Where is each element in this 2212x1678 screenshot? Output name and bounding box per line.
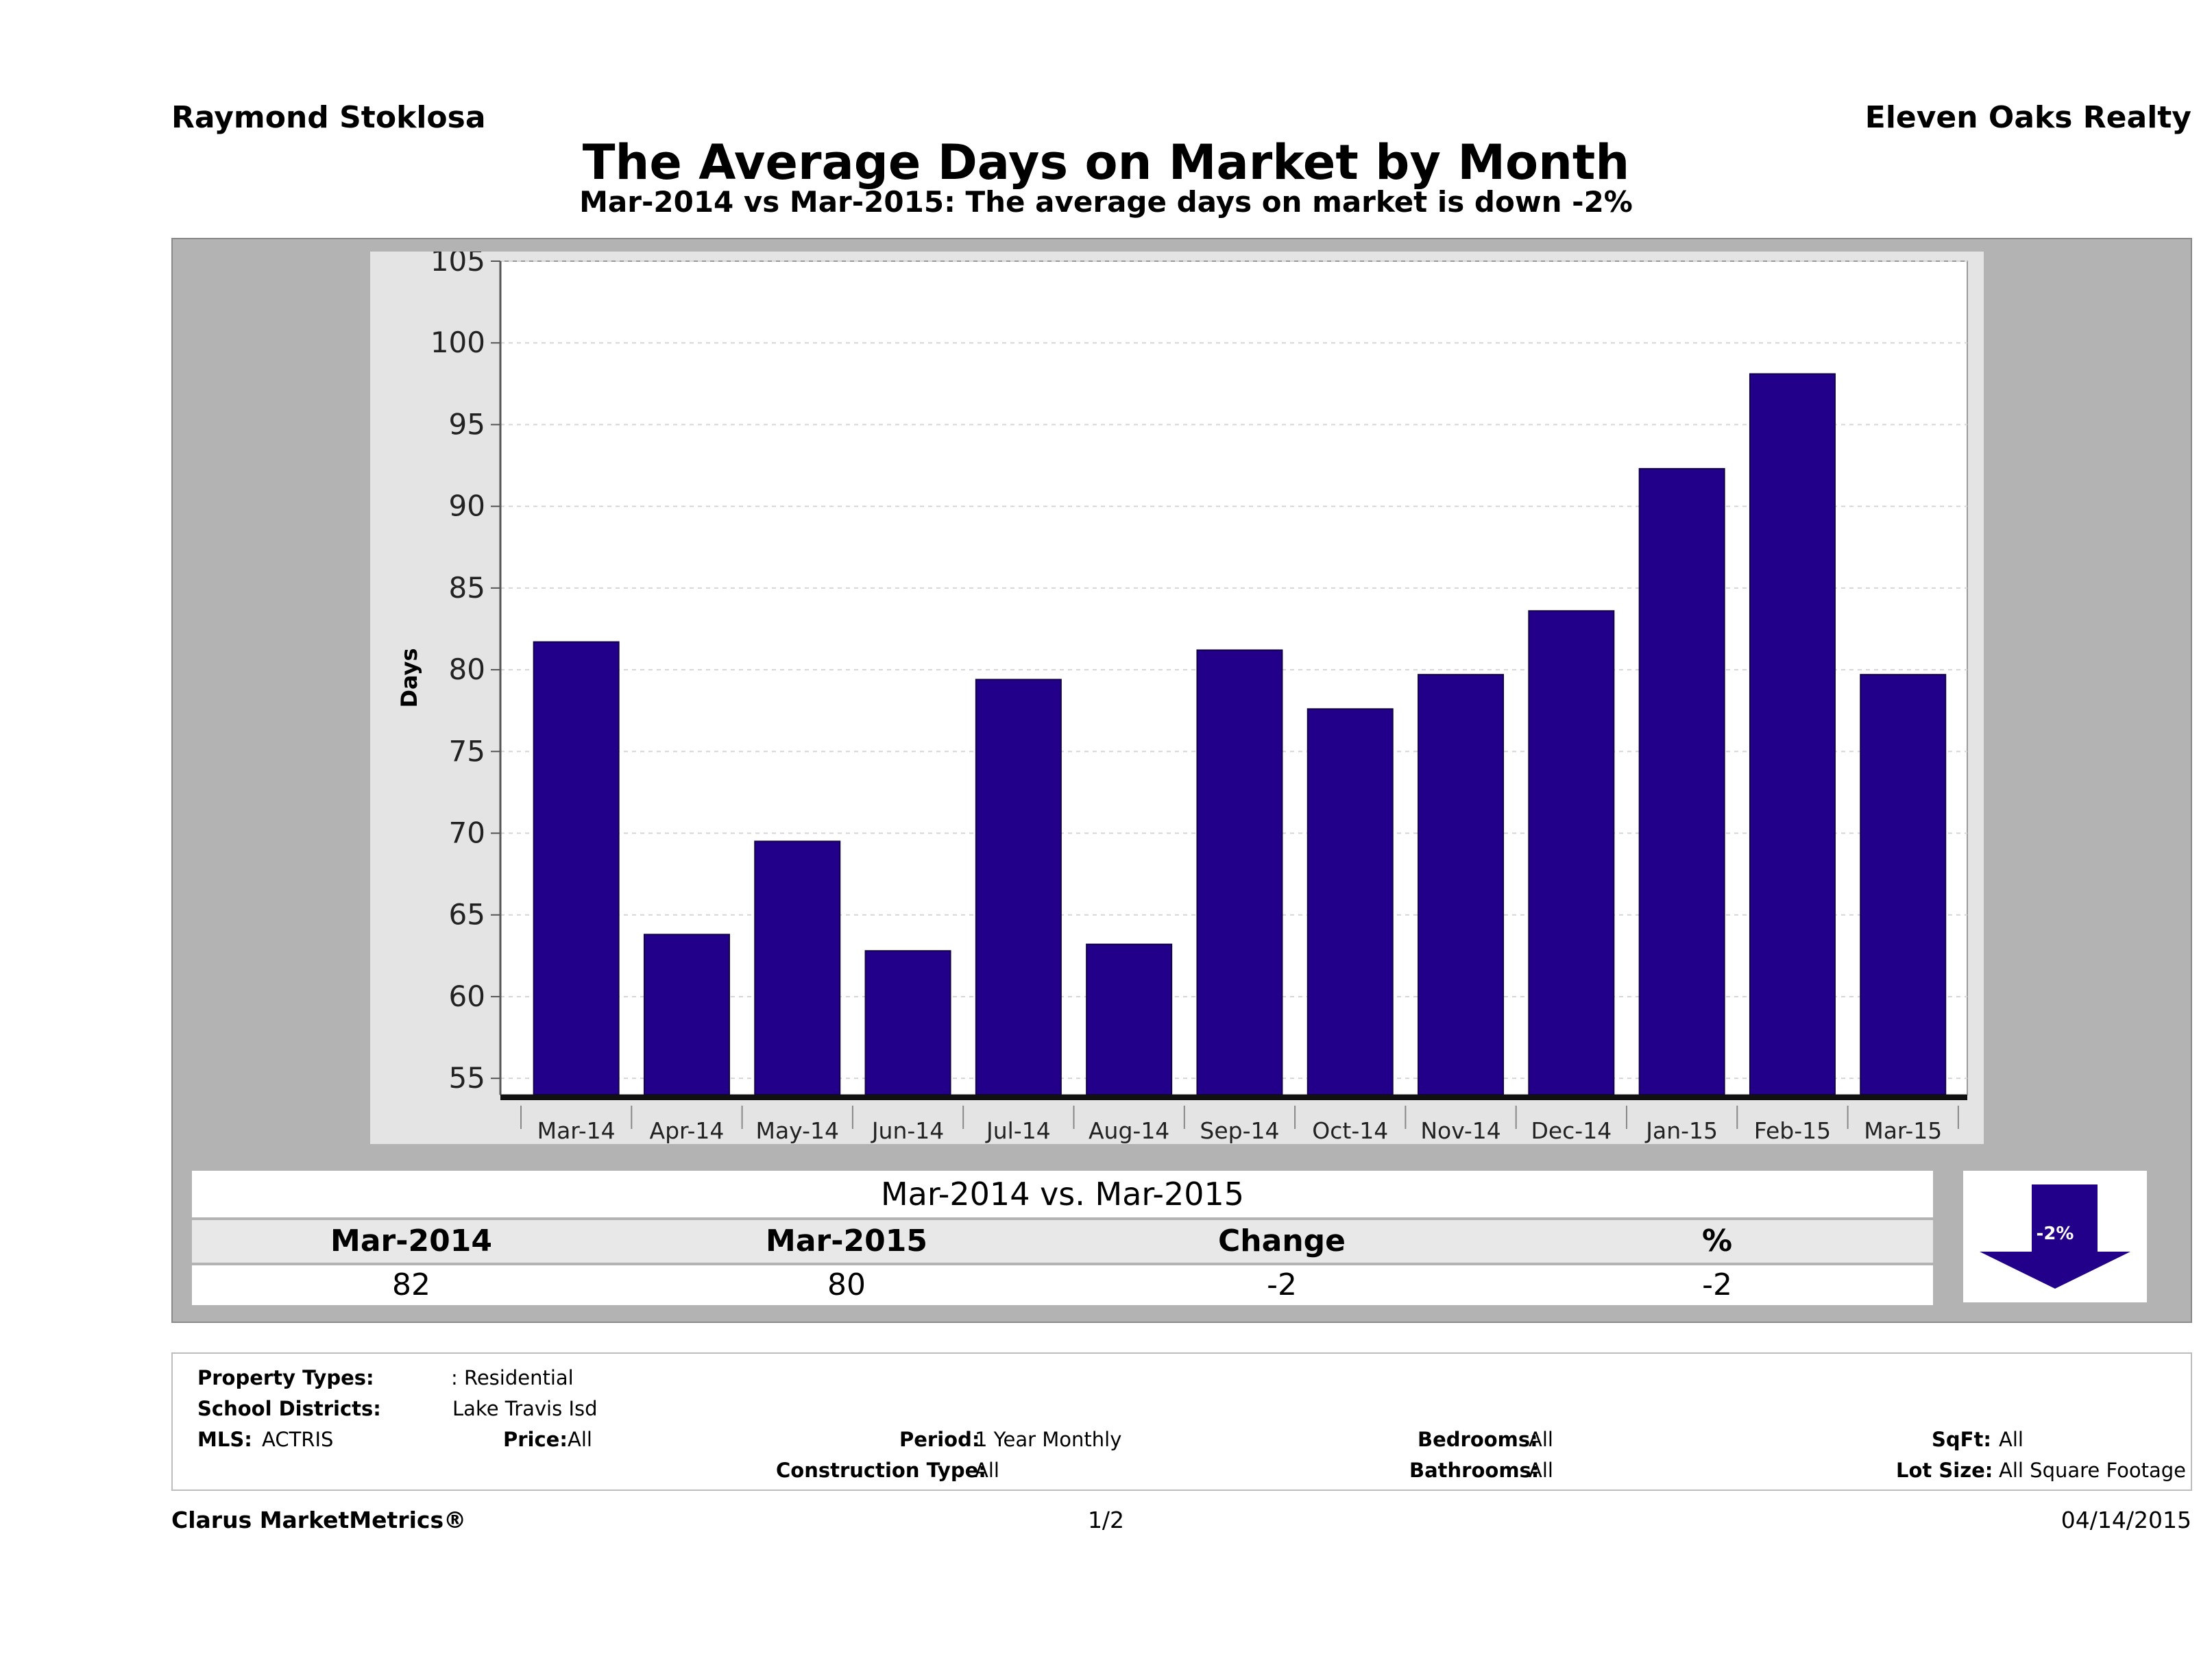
bar-mar-15	[1860, 674, 1947, 1095]
price-label: Price:	[503, 1428, 568, 1451]
bar-apr-14	[643, 934, 730, 1096]
y-tick-label: 75	[449, 734, 485, 768]
property-types-label: Property Types:	[197, 1366, 374, 1389]
school-districts-value: Lake Travis Isd	[452, 1397, 598, 1420]
y-tick-label: 95	[449, 407, 485, 441]
mls-value: ACTRIS	[262, 1428, 334, 1451]
chart-subtitle: Mar-2014 vs Mar-2015: The average days o…	[579, 185, 1633, 219]
y-tick-label: 60	[449, 980, 485, 1013]
chart-panel: 55 60 65 70 75 80 85 90 95 100 105 Days Mar-14 Apr-14…	[370, 252, 1984, 1144]
bar-jun-14	[864, 950, 951, 1096]
x-tick-label: Jan-15	[1644, 1117, 1718, 1144]
mls-label: MLS:	[197, 1428, 252, 1451]
x-tick-label: Feb-15	[1754, 1117, 1831, 1144]
y-tick-label: 65	[449, 898, 485, 932]
y-tick-label: 105	[430, 252, 485, 278]
bar-jul-14	[975, 679, 1062, 1095]
y-tick-label: 80	[449, 653, 485, 686]
sqft-value: All	[1999, 1428, 2023, 1451]
bar-sep-14	[1196, 649, 1283, 1095]
x-tick-label: Sep-14	[1200, 1117, 1279, 1144]
comparison-title: Mar-2014 vs. Mar-2015	[192, 1171, 1933, 1217]
bar-nov-14	[1418, 674, 1505, 1095]
x-tick-label: Aug-14	[1089, 1117, 1169, 1144]
x-tick-label: Mar-14	[537, 1117, 616, 1144]
construction-type-value: All	[975, 1459, 999, 1482]
bar-aug-14	[1086, 943, 1173, 1095]
lot-size-value: All Square Footage	[1999, 1459, 2187, 1482]
report-date: 04/14/2015	[2061, 1507, 2191, 1533]
bar-chart: 55 60 65 70 75 80 85 90 95 100 105 Days Mar-14 Apr-14…	[396, 252, 1968, 1144]
x-tick-label: Jul-14	[985, 1117, 1051, 1144]
header-mar-2015: Mar-2015	[766, 1224, 927, 1258]
bar-may-14	[754, 840, 841, 1096]
x-tick-label: Dec-14	[1531, 1117, 1612, 1144]
value-change: -2	[1267, 1267, 1297, 1302]
school-districts-label: School Districts:	[197, 1397, 381, 1420]
bar-mar-14	[533, 641, 620, 1095]
comparison-header-row: Mar-2014 Mar-2015 Change %	[192, 1220, 1933, 1263]
x-tick-label: May-14	[755, 1117, 839, 1144]
header-percent: %	[1701, 1224, 1733, 1258]
y-axis-label: Days	[396, 648, 422, 707]
x-tick-label: Oct-14	[1312, 1117, 1388, 1144]
bar-jan-15	[1638, 467, 1725, 1095]
criteria-box: Property Types: : Residential School Dis…	[171, 1352, 2192, 1491]
page-number: 1/2	[1087, 1507, 1125, 1533]
bedrooms-label: Bedrooms:	[1418, 1428, 1538, 1451]
y-tick-label: 70	[449, 816, 485, 850]
agent-name: Raymond Stoklosa	[171, 100, 486, 135]
y-tick-label: 90	[449, 489, 485, 523]
comparison-value-row: 82 80 -2 -2	[192, 1265, 1933, 1305]
y-tick-label: 55	[449, 1061, 485, 1095]
bar-feb-15	[1749, 373, 1836, 1095]
x-axis	[500, 1095, 1967, 1100]
bathrooms-label: Bathrooms:	[1409, 1459, 1540, 1482]
x-tick-label: Mar-15	[1864, 1117, 1942, 1144]
bar-oct-14	[1306, 708, 1394, 1095]
bathrooms-value: All	[1529, 1459, 1553, 1482]
comparison-table: Mar-2014 vs. Mar-2015 Mar-2014 Mar-2015 …	[192, 1171, 1933, 1306]
change-badge: -2%	[1963, 1171, 2147, 1302]
x-tick-label: Apr-14	[650, 1117, 725, 1144]
construction-type-label: Construction Type:	[776, 1459, 986, 1482]
lot-size-label: Lot Size:	[1896, 1459, 1993, 1482]
bedrooms-value: All	[1529, 1428, 1553, 1451]
down-arrow-icon: -2%	[1980, 1184, 2130, 1289]
sqft-label: SqFt:	[1932, 1428, 1991, 1451]
change-badge-label: -2%	[2037, 1224, 2074, 1244]
y-tick-label: 85	[449, 571, 485, 605]
period-value: 1 Year Monthly	[975, 1428, 1122, 1451]
chart-title: The Average Days on Market by Month	[582, 134, 1630, 191]
footer-brand: Clarus MarketMetrics®	[171, 1507, 467, 1533]
period-label: Period:	[899, 1428, 980, 1451]
company-name: Eleven Oaks Realty	[1864, 100, 2191, 135]
value-mar-2014: 82	[392, 1267, 430, 1302]
y-tick-label: 100	[430, 326, 485, 359]
header-change: Change	[1218, 1224, 1346, 1258]
bar-dec-14	[1528, 610, 1615, 1095]
price-value: All	[568, 1428, 592, 1451]
header-mar-2014: Mar-2014	[330, 1224, 492, 1258]
x-tick-label: Jun-14	[871, 1117, 944, 1144]
x-tick-label: Nov-14	[1420, 1117, 1500, 1144]
property-types-value: : Residential	[451, 1366, 574, 1389]
value-percent: -2	[1702, 1267, 1732, 1302]
value-mar-2015: 80	[827, 1267, 866, 1302]
